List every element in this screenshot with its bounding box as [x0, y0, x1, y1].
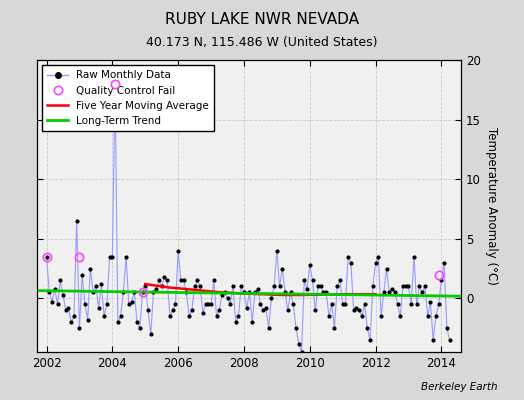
Legend: Raw Monthly Data, Quality Control Fail, Five Year Moving Average, Long-Term Tren: Raw Monthly Data, Quality Control Fail, … — [42, 65, 214, 131]
Text: Berkeley Earth: Berkeley Earth — [421, 382, 498, 392]
Y-axis label: Temperature Anomaly (°C): Temperature Anomaly (°C) — [485, 127, 497, 285]
Text: RUBY LAKE NWR NEVADA: RUBY LAKE NWR NEVADA — [165, 12, 359, 27]
Text: 40.173 N, 115.486 W (United States): 40.173 N, 115.486 W (United States) — [146, 36, 378, 49]
